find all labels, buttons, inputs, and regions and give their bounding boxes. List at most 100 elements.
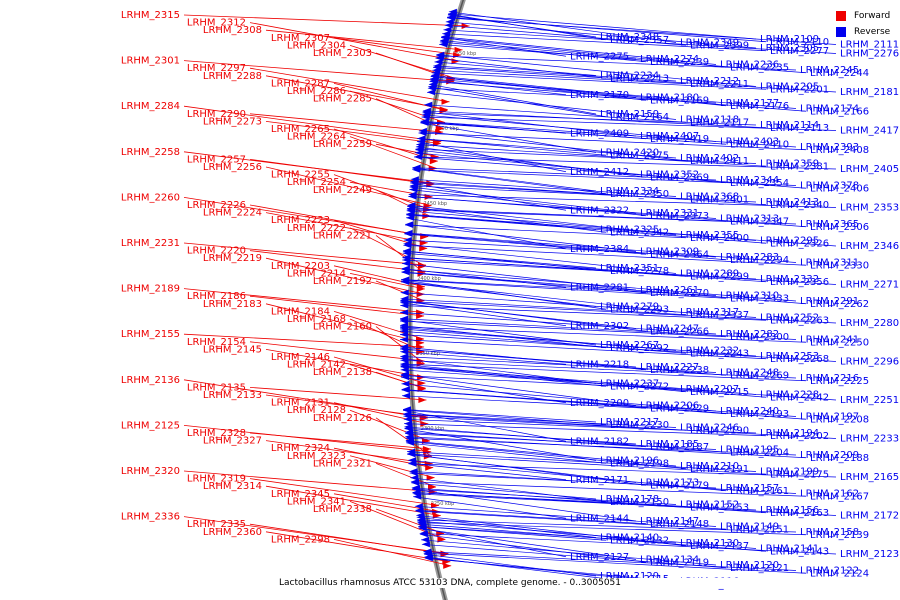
reverse-gene-label: LRHM_2248	[720, 368, 779, 379]
forward-gene-label: LRHM_2315	[121, 10, 180, 21]
forward-gene-label: LRHM_2324	[271, 443, 330, 454]
reverse-gene-label: LRHM_2243	[690, 348, 749, 359]
reverse-gene-label: LRHM_2326	[770, 238, 829, 249]
reverse-leader-line	[409, 185, 757, 203]
forward-leader-line	[249, 523, 449, 555]
reverse-gene-label: LRHM_2137	[690, 541, 749, 552]
forward-gene-arrow	[422, 446, 431, 452]
reverse-gene-arrow	[400, 366, 409, 373]
reverse-gene-arrow	[400, 325, 408, 332]
forward-leader-line	[249, 295, 425, 317]
reverse-leader-line	[412, 167, 717, 181]
reverse-leader-line	[440, 40, 637, 60]
forward-leader-line	[183, 288, 425, 313]
reverse-leader-line	[441, 36, 717, 65]
reverse-gene-label: LRHM_2175	[770, 469, 829, 480]
reverse-gene-label: LRHM_2280	[840, 318, 899, 329]
forward-leader-line	[183, 242, 427, 266]
reverse-gene-label: LRHM_2369	[650, 172, 709, 183]
reverse-leader-line	[404, 232, 797, 263]
reverse-leader-line	[400, 348, 727, 376]
forward-gene-label: LRHM_2249	[313, 185, 372, 196]
reverse-gene-label: LRHM_2246	[680, 423, 739, 434]
forward-leader-line	[349, 273, 425, 290]
reverse-leader-line	[448, 13, 757, 40]
forward-gene-label: LRHM_2321	[313, 458, 372, 469]
reverse-gene-label: LRHM_2253	[760, 351, 819, 362]
reverse-gene-label: LRHM_2295	[760, 236, 819, 247]
reverse-gene-label: LRHM_2252	[760, 313, 819, 324]
reverse-gene-label: LRHM_2122	[800, 566, 859, 577]
reverse-leader-line	[402, 263, 637, 291]
reverse-leader-line	[405, 440, 677, 467]
reverse-leader-line	[417, 520, 757, 549]
forward-gene-arrow	[416, 339, 425, 346]
reverse-gene-arrow	[445, 18, 454, 25]
reverse-gene-arrow	[402, 254, 411, 261]
forward-gene-label: LRHM_2254	[287, 177, 346, 188]
reverse-gene-label: LRHM_2296	[840, 357, 899, 368]
reverse-gene-arrow	[407, 450, 416, 457]
forward-leader-line	[349, 181, 433, 198]
reverse-leader-line	[408, 196, 807, 228]
reverse-leader-line	[416, 516, 597, 538]
reverse-gene-label: LRHM_2210	[680, 461, 739, 472]
forward-leader-line	[249, 250, 426, 273]
reverse-leader-line	[403, 244, 807, 266]
reverse-leader-line	[401, 395, 647, 409]
reverse-leader-line	[416, 514, 687, 547]
reverse-leader-line	[422, 110, 767, 129]
reverse-gene-label: LRHM_2149	[720, 522, 779, 533]
reverse-leader-line	[399, 328, 757, 357]
reverse-gene-label: LRHM_2228	[760, 390, 819, 401]
reverse-gene-arrow	[409, 468, 418, 475]
reverse-leader-line	[409, 186, 637, 214]
reverse-leader-line	[403, 239, 717, 258]
forward-gene-arrow	[429, 158, 438, 165]
forward-gene-label: LRHM_2221	[313, 230, 372, 241]
reverse-leader-line	[399, 334, 837, 362]
reverse-gene-label: LRHM_2269	[730, 370, 789, 381]
reverse-gene-label: LRHM_2162	[800, 489, 859, 500]
reverse-leader-line	[404, 426, 727, 453]
forward-gene-label: LRHM_2320	[121, 466, 180, 477]
forward-gene-label: LRHM_2304	[287, 40, 346, 51]
reverse-gene-label: LRHM_2139	[810, 530, 869, 541]
reverse-gene-label: LRHM_2346	[840, 241, 899, 252]
forward-leader-line	[265, 440, 433, 465]
reverse-leader-line	[432, 69, 687, 85]
reverse-leader-line	[407, 453, 767, 475]
forward-gene-label: LRHM_2284	[121, 101, 180, 112]
forward-gene-arrow	[416, 336, 424, 343]
reverse-leader-line	[420, 122, 727, 145]
reverse-gene-arrow	[408, 193, 417, 200]
forward-gene-arrow	[419, 245, 428, 252]
forward-leader-line	[375, 52, 455, 81]
forward-gene-arrow	[451, 58, 460, 65]
forward-leader-line	[375, 508, 445, 535]
reverse-leader-line	[418, 527, 567, 558]
forward-gene-label: LRHM_2184	[271, 306, 330, 317]
reverse-leader-line	[418, 527, 637, 560]
reverse-gene-label: LRHM_2117	[690, 117, 749, 128]
reverse-gene-label: LRHM_2113	[770, 123, 829, 134]
reverse-gene-arrow	[401, 268, 410, 275]
reverse-leader-line	[400, 351, 567, 365]
reverse-gene-label: LRHM_2347	[730, 216, 789, 227]
reverse-gene-arrow	[408, 457, 416, 464]
reverse-gene-label: LRHM_2109	[760, 34, 819, 45]
reverse-gene-arrow	[410, 179, 419, 186]
forward-gene-arrow	[417, 380, 426, 387]
forward-gene-label: LRHM_2260	[121, 192, 180, 203]
reverse-leader-line	[420, 120, 797, 148]
reverse-gene-label: LRHM_2167	[810, 491, 869, 502]
forward-gene-label: LRHM_2226	[187, 200, 246, 211]
reverse-leader-line	[401, 281, 597, 307]
reverse-gene-label: LRHM_2330	[810, 260, 869, 271]
forward-gene-label: LRHM_2183	[203, 299, 262, 310]
forward-gene-label: LRHM_2142	[287, 360, 346, 371]
forward-swatch	[836, 11, 846, 21]
reverse-gene-label: LRHM_2359	[760, 159, 819, 170]
forward-leader-line	[375, 143, 439, 158]
reverse-leader-line	[406, 451, 757, 472]
